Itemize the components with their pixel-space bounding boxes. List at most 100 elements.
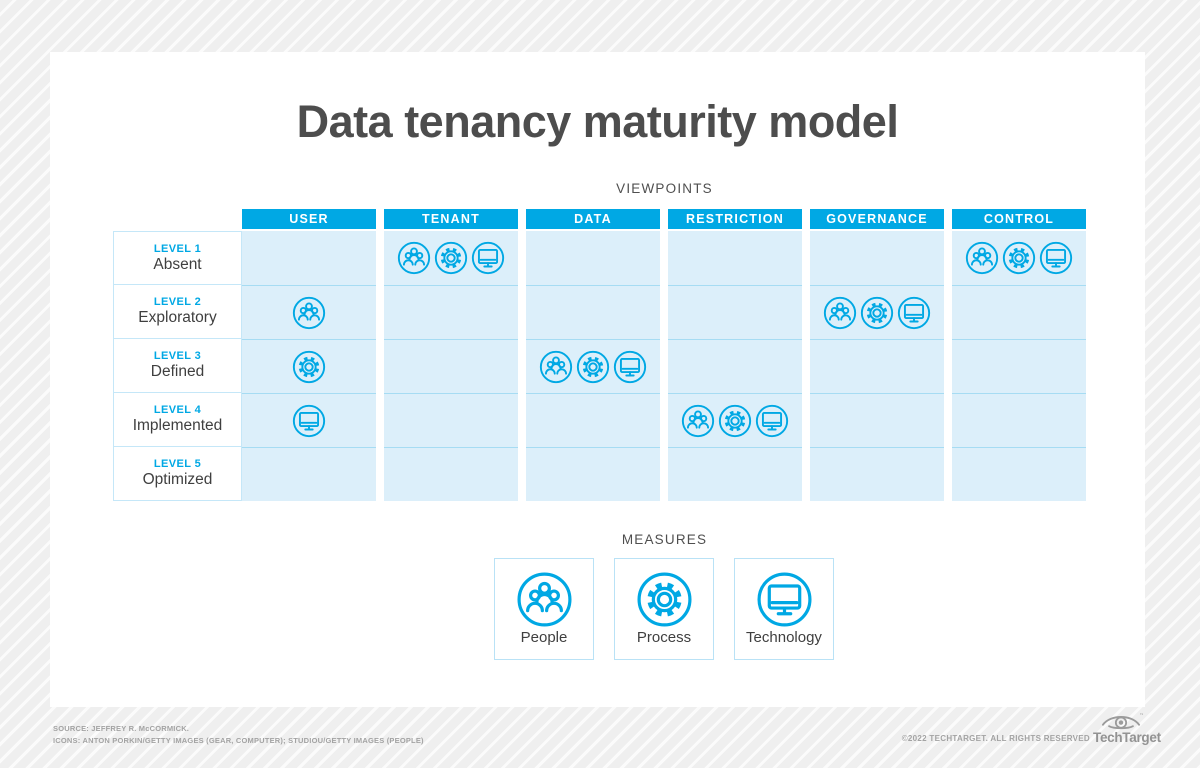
measure-technology: Technology bbox=[734, 558, 834, 660]
people-icon bbox=[965, 241, 999, 275]
cell-control-level-3 bbox=[952, 339, 1086, 393]
level-name: Implemented bbox=[132, 417, 223, 434]
maturity-grid: USER TENANT DATA RESTRICTION GOVERNANCE CONTR… bbox=[113, 209, 1086, 501]
cell-control-level-5 bbox=[952, 447, 1086, 501]
level-label-5: LEVEL 5 Optimized bbox=[113, 447, 242, 501]
eye-target-icon: ™ bbox=[1101, 713, 1143, 730]
people-icon bbox=[539, 350, 573, 384]
level-label-3: LEVEL 3 Defined bbox=[113, 339, 242, 393]
monitor-icon bbox=[292, 404, 326, 438]
cell-restriction-level-5 bbox=[668, 447, 802, 501]
level-name: Defined bbox=[150, 363, 205, 380]
cell-user-level-3 bbox=[242, 339, 376, 393]
level-name: Optimized bbox=[142, 471, 213, 488]
cell-user-level-1 bbox=[242, 231, 376, 285]
measures-label: MEASURES bbox=[621, 532, 708, 547]
level-number: LEVEL 3 bbox=[153, 350, 202, 362]
cell-restriction-level-4 bbox=[668, 393, 802, 447]
grid-row-level-4: LEVEL 4 Implemented bbox=[113, 393, 1086, 447]
column-header-governance: GOVERNANCE bbox=[810, 209, 944, 229]
gear-icon bbox=[434, 241, 468, 275]
column-header-tenant: TENANT bbox=[384, 209, 518, 229]
gear-icon bbox=[860, 296, 894, 330]
footer-copyright: ©2022 TECHTARGET. ALL RIGHTS RESERVED bbox=[901, 734, 1090, 743]
people-icon bbox=[292, 296, 326, 330]
grid-row-level-2: LEVEL 2 Exploratory bbox=[113, 285, 1086, 339]
cell-restriction-level-2 bbox=[668, 285, 802, 339]
measure-label: Technology bbox=[746, 629, 822, 646]
level-label-1: LEVEL 1 Absent bbox=[113, 231, 242, 285]
level-number: LEVEL 1 bbox=[153, 242, 202, 255]
people-icon bbox=[397, 241, 431, 275]
cell-data-level-3 bbox=[526, 339, 660, 393]
techtarget-logo: ™ TechTarget bbox=[1093, 710, 1161, 745]
gear-icon bbox=[1002, 241, 1036, 275]
measure-process: Process bbox=[614, 558, 714, 660]
page-title: Data tenancy maturity model bbox=[296, 96, 899, 147]
cell-data-level-1 bbox=[526, 231, 660, 285]
grid-header-row: USER TENANT DATA RESTRICTION GOVERNANCE CONTR… bbox=[113, 209, 1086, 229]
level-number: LEVEL 2 bbox=[153, 296, 202, 308]
measure-label: People bbox=[520, 629, 568, 646]
cell-governance-level-2 bbox=[810, 285, 944, 339]
cell-data-level-4 bbox=[526, 393, 660, 447]
cell-user-level-5 bbox=[242, 447, 376, 501]
svg-text:™: ™ bbox=[1140, 713, 1143, 719]
infographic-card: Data tenancy maturity model VIEWPOINTS U… bbox=[50, 52, 1145, 707]
cell-tenant-level-1 bbox=[384, 231, 518, 285]
measure-people: People bbox=[494, 558, 594, 660]
people-icon bbox=[516, 571, 573, 628]
people-icon bbox=[823, 296, 857, 330]
grid-row-level-3: LEVEL 3 Defined bbox=[113, 339, 1086, 393]
cell-tenant-level-4 bbox=[384, 393, 518, 447]
measures-legend: People Process Technology bbox=[494, 558, 834, 660]
monitor-icon bbox=[471, 241, 505, 275]
cell-governance-level-1 bbox=[810, 231, 944, 285]
level-name: Exploratory bbox=[138, 309, 217, 326]
gear-icon bbox=[292, 350, 326, 384]
level-name: Absent bbox=[153, 255, 202, 273]
gear-icon bbox=[636, 571, 693, 628]
viewpoints-label: VIEWPOINTS bbox=[616, 181, 713, 196]
grid-row-level-5: LEVEL 5 Optimized bbox=[113, 447, 1086, 501]
monitor-icon bbox=[756, 571, 813, 628]
column-header-restriction: RESTRICTION bbox=[668, 209, 802, 229]
grid-row-level-1: LEVEL 1 Absent bbox=[113, 231, 1086, 285]
cell-restriction-level-1 bbox=[668, 231, 802, 285]
monitor-icon bbox=[613, 350, 647, 384]
monitor-icon bbox=[1039, 241, 1073, 275]
cell-restriction-level-3 bbox=[668, 339, 802, 393]
cell-control-level-1 bbox=[952, 231, 1086, 285]
cell-governance-level-5 bbox=[810, 447, 944, 501]
cell-user-level-4 bbox=[242, 393, 376, 447]
column-header-data: DATA bbox=[526, 209, 660, 229]
cell-tenant-level-3 bbox=[384, 339, 518, 393]
cell-tenant-level-2 bbox=[384, 285, 518, 339]
grid-rows: LEVEL 1 Absent LEVEL 2 Exploratory LEVEL 3 De… bbox=[113, 231, 1086, 501]
level-number: LEVEL 4 bbox=[153, 404, 202, 416]
cell-governance-level-3 bbox=[810, 339, 944, 393]
cell-governance-level-4 bbox=[810, 393, 944, 447]
people-icon bbox=[681, 404, 715, 438]
gear-icon bbox=[576, 350, 610, 384]
cell-tenant-level-5 bbox=[384, 447, 518, 501]
column-header-control: CONTROL bbox=[952, 209, 1086, 229]
cell-control-level-4 bbox=[952, 393, 1086, 447]
cell-data-level-5 bbox=[526, 447, 660, 501]
measure-label: Process bbox=[636, 629, 692, 646]
monitor-icon bbox=[755, 404, 789, 438]
gear-icon bbox=[718, 404, 752, 438]
cell-data-level-2 bbox=[526, 285, 660, 339]
level-number: LEVEL 5 bbox=[153, 458, 202, 470]
cell-control-level-2 bbox=[952, 285, 1086, 339]
footer-source: SOURCE: JEFFREY R. McCORMICK. ICONS: ANT… bbox=[53, 723, 424, 747]
monitor-icon bbox=[897, 296, 931, 330]
level-label-2: LEVEL 2 Exploratory bbox=[113, 285, 242, 339]
header-spacer bbox=[113, 209, 242, 229]
level-label-4: LEVEL 4 Implemented bbox=[113, 393, 242, 447]
footer-source-line2: ICONS: ANTON PORKIN/GETTY IMAGES (GEAR, … bbox=[53, 736, 424, 745]
techtarget-wordmark: TechTarget bbox=[1093, 730, 1161, 745]
cell-user-level-2 bbox=[242, 285, 376, 339]
column-header-user: USER bbox=[242, 209, 376, 229]
footer-source-line1: SOURCE: JEFFREY R. McCORMICK. bbox=[53, 724, 190, 733]
